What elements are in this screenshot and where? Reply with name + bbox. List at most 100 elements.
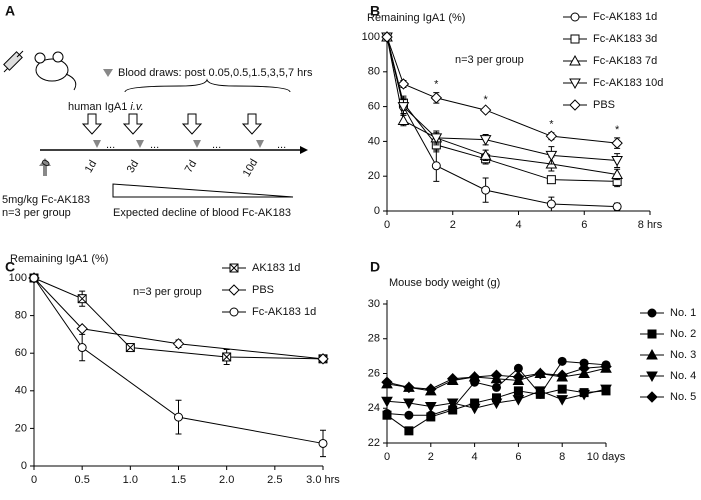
marker-shape [512, 395, 525, 406]
marker [29, 273, 39, 283]
legend-marker [647, 308, 657, 318]
draw-markers [93, 140, 264, 148]
marker-shape [490, 369, 503, 381]
legend-label: No. 4 [670, 370, 696, 382]
legend-marker [570, 12, 580, 22]
group: n=3 per group [2, 207, 71, 219]
marker-shape [578, 362, 590, 374]
marker-shape [430, 92, 443, 104]
marker [545, 130, 558, 142]
marker [381, 31, 393, 43]
legend-label: Fc-AK183 7d [593, 55, 657, 67]
marker [446, 373, 459, 385]
series-line [386, 36, 618, 182]
y-tick-label: 20 [15, 422, 27, 434]
marker [426, 412, 436, 422]
legend-marker [569, 99, 581, 111]
legend-marker [229, 263, 239, 273]
marker [125, 343, 135, 353]
marker-shape [424, 402, 437, 413]
x-tick-label: 2.0 [219, 474, 234, 486]
x-tick-label: 0.5 [75, 474, 90, 486]
marker-shape [570, 34, 580, 44]
marker [611, 168, 623, 179]
marker-shape [403, 398, 415, 410]
dose: 5mg/kg Fc-AK183 [2, 194, 90, 206]
x-tick-label: 10 days [587, 451, 626, 463]
marker-shape [381, 376, 393, 388]
gap: ... [277, 139, 286, 151]
timeline-label: 1d [83, 158, 100, 175]
timeline-label: 10d [241, 157, 261, 179]
timeline-label: 7d [183, 158, 200, 175]
marker [318, 438, 328, 448]
significance: * [615, 124, 620, 136]
legend-marker [570, 34, 580, 44]
challenge-text: human IgA1 [68, 101, 127, 113]
y-tick-label: 40 [368, 135, 380, 147]
marker [424, 402, 437, 413]
y-tick-label: 0 [374, 205, 380, 217]
marker-shape [229, 307, 239, 317]
legend-label: No. 2 [670, 328, 696, 340]
series-line [33, 277, 324, 360]
legend-label: No. 1 [670, 307, 696, 319]
x-tick-label: 1.0 [123, 474, 138, 486]
marker-shape [570, 12, 580, 22]
marker [76, 323, 88, 335]
marker [222, 352, 232, 362]
marker [557, 384, 567, 394]
x-tick-label: 4 [472, 451, 478, 463]
annotation: n=3 per group [455, 54, 524, 66]
series-line [33, 277, 324, 444]
marker [77, 294, 87, 304]
y-tick-label: 30 [368, 298, 380, 310]
marker-shape [490, 398, 503, 410]
marker-shape [381, 31, 393, 43]
marker-shape [479, 135, 492, 146]
y-tick-label: 26 [368, 367, 380, 379]
marker-shape [556, 395, 569, 406]
marker [534, 367, 547, 380]
marker [512, 395, 525, 406]
y-tick-label: 28 [368, 333, 380, 345]
marker-shape [479, 104, 492, 116]
y-tick-label: 80 [368, 66, 380, 78]
marker-shape [222, 352, 232, 362]
legend-label: No. 5 [670, 391, 696, 403]
marker [512, 371, 525, 383]
marker [479, 149, 492, 160]
marker-shape [569, 78, 581, 90]
marker [513, 386, 523, 396]
marker-shape [612, 202, 622, 212]
marker [430, 92, 443, 104]
marker-shape [569, 54, 581, 66]
marker-shape [426, 412, 436, 422]
marker [513, 363, 523, 373]
marker [611, 137, 623, 149]
marker [397, 114, 410, 126]
marker [404, 410, 414, 420]
marker-shape [512, 371, 525, 383]
route: i.v. [130, 101, 143, 113]
y-tick-label: 80 [15, 310, 27, 322]
timeline-arrow [300, 146, 308, 154]
marker-shape [611, 168, 623, 179]
marker [492, 382, 501, 392]
marker-shape [318, 438, 328, 448]
legend-marker [569, 78, 581, 90]
challenge: human IgA1 i.v. [68, 101, 144, 113]
legend-marker [229, 307, 239, 317]
marker-shape [125, 343, 135, 352]
y-tick-label: 60 [368, 101, 380, 113]
marker-shape [172, 338, 185, 350]
legend-marker [647, 329, 657, 339]
y-axis-title: Mouse body weight (g) [389, 277, 500, 289]
x-tick-label: 8 hrs [638, 219, 663, 231]
marker-shape [174, 412, 183, 422]
marker [490, 369, 503, 381]
x-tick-label: 2.5 [267, 474, 282, 486]
marker-shape [513, 386, 523, 396]
legend-marker [646, 391, 658, 403]
y-tick-label: 20 [368, 170, 380, 182]
